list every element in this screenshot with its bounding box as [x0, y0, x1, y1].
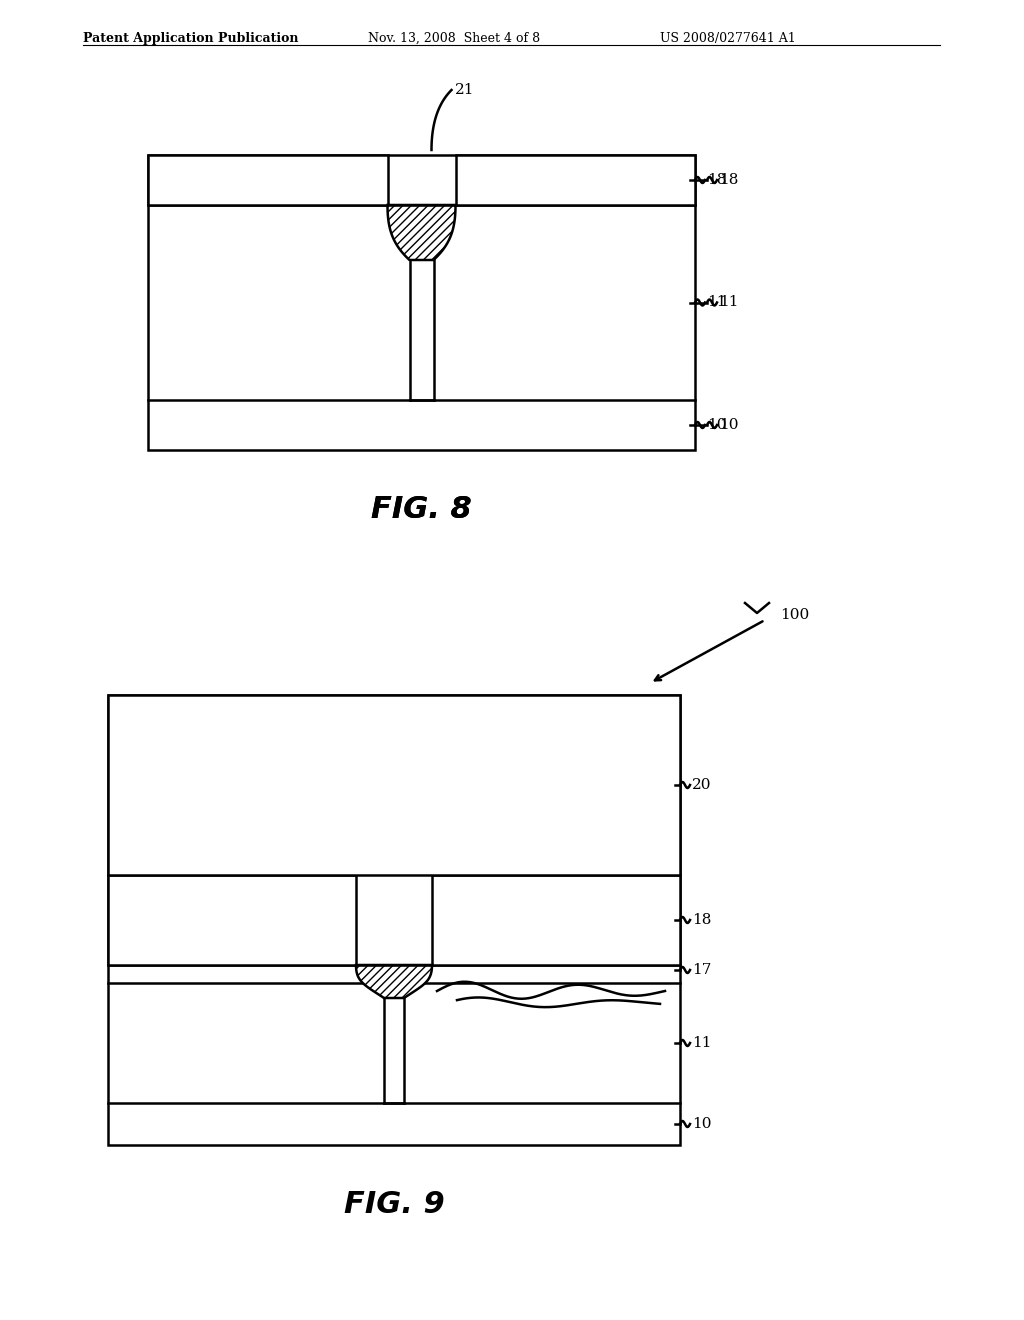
Text: 11: 11	[692, 1036, 712, 1049]
Text: 20: 20	[692, 777, 712, 792]
Polygon shape	[387, 205, 456, 260]
Text: 100: 100	[780, 609, 809, 622]
Text: Nov. 13, 2008  Sheet 4 of 8: Nov. 13, 2008 Sheet 4 of 8	[368, 32, 540, 45]
Text: 11: 11	[707, 296, 726, 309]
Bar	[432, 875, 680, 965]
Bar	[108, 696, 680, 875]
Text: 10: 10	[719, 418, 738, 432]
Text: 18: 18	[692, 913, 712, 927]
Text: 10: 10	[707, 418, 726, 432]
Text: 17: 17	[692, 964, 712, 977]
Polygon shape	[356, 965, 432, 998]
Bar	[148, 154, 695, 450]
Bar	[456, 154, 695, 205]
Text: US 2008/0277641 A1: US 2008/0277641 A1	[660, 32, 796, 45]
Bar	[108, 696, 680, 1144]
Text: Patent Application Publication: Patent Application Publication	[83, 32, 299, 45]
Bar	[148, 154, 387, 205]
Text: 21: 21	[455, 83, 474, 96]
Text: 18: 18	[719, 173, 738, 187]
Text: 18: 18	[707, 173, 726, 187]
Text: 10: 10	[692, 1117, 712, 1131]
Text: 11: 11	[719, 296, 738, 309]
Text: FIG. 8: FIG. 8	[371, 495, 472, 524]
Bar	[108, 875, 356, 965]
Text: FIG. 8: FIG. 8	[371, 495, 472, 524]
Text: FIG. 9: FIG. 9	[344, 1191, 444, 1218]
